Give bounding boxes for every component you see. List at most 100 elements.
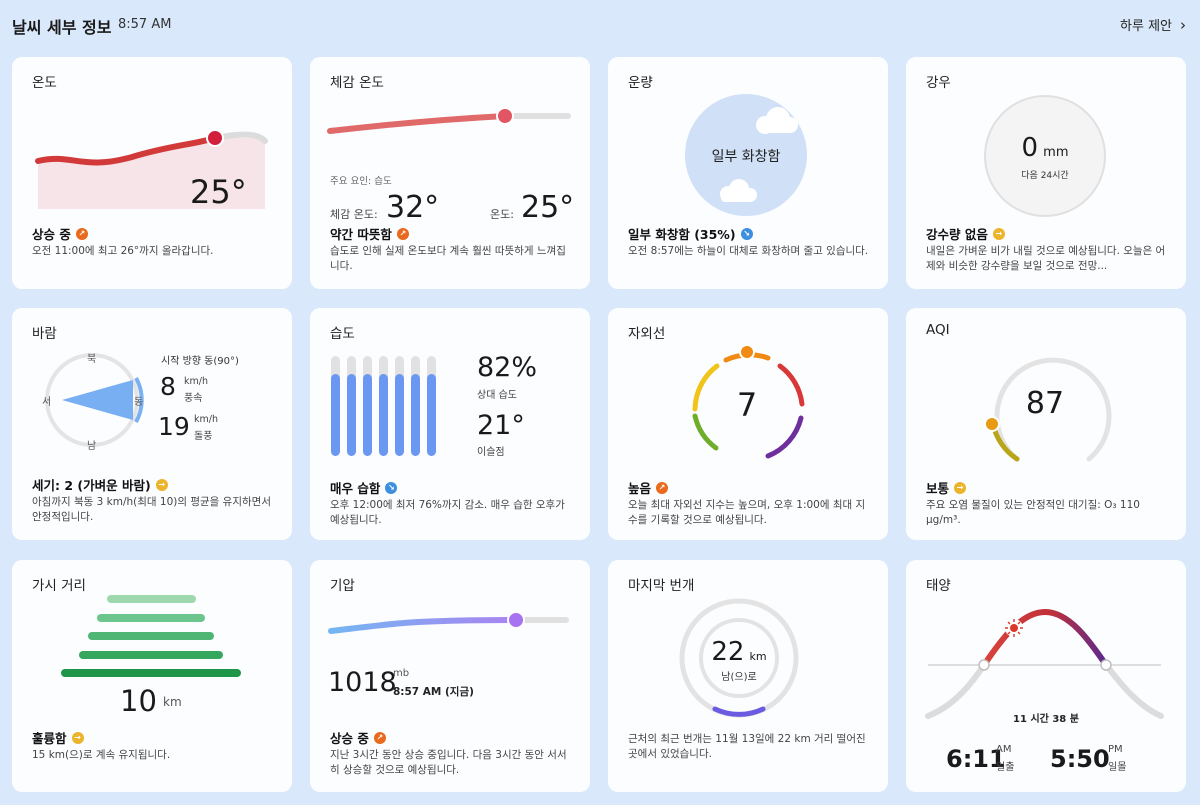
status-text: 높음 xyxy=(628,481,652,496)
feels-like-card[interactable]: 체감 온도 주요 요인: 습도 체감 온도: 32° 온도: 25° 약간 따뜻… xyxy=(310,57,590,289)
feels-like-status: 약간 따뜻함 ↗ xyxy=(330,224,409,243)
trend-steady-icon: → xyxy=(71,731,84,744)
card-title: 강우 xyxy=(926,75,951,91)
humidity-desc: 오후 12:00에 최저 76%까지 감소. 매우 습한 오후가 예상됩니다. xyxy=(330,499,565,526)
compass-west: 서 xyxy=(42,397,52,408)
uv-desc: 오늘 최대 자외선 지수는 높으며, 오후 1:00에 최대 지수를 기록할 것… xyxy=(628,499,866,526)
wind-speed: 8 xyxy=(160,372,176,401)
sunset-label: 일몰 xyxy=(1108,762,1127,773)
compass-north: 북 xyxy=(87,354,97,365)
sunset-ampm: PM xyxy=(1108,744,1123,755)
cloud-cover-visual xyxy=(685,94,807,216)
trend-up-icon: ↗ xyxy=(396,227,409,240)
temperature-desc: 오전 11:00에 최고 26°까지 올라갑니다. xyxy=(32,245,214,257)
pressure-card[interactable]: 기압 1018 mb 8:57 AM (지금) 상승 중 ↗ 지난 3시간 동안… xyxy=(310,560,590,792)
card-title: 마지막 번개 xyxy=(628,578,695,594)
humidity-bar xyxy=(379,374,388,456)
card-title: 바람 xyxy=(32,326,57,342)
cloud-cover-card[interactable]: 운량 일부 화창함 일부 화창함 (35%) ↘ 오전 8:57에는 하늘이 대… xyxy=(608,57,888,289)
aqi-desc: 주요 오염 물질이 있는 안정적인 대기질: O₃ 110 μg/m³. xyxy=(926,499,1140,526)
trend-steady-icon: → xyxy=(155,478,168,491)
card-title: 운량 xyxy=(628,75,653,91)
status-text: 세기: 2 (가벼운 바람) xyxy=(32,478,151,493)
wind-gust-label: 돌풍 xyxy=(194,431,213,442)
visibility-card[interactable]: 가시 거리 10 km 훌륭함 → 15 km(으)로 계속 유지됩니다. xyxy=(12,560,292,792)
humidity-bar xyxy=(411,374,420,456)
card-title: 태양 xyxy=(926,578,951,594)
aqi-gauge xyxy=(984,357,1112,462)
compass-south: 남 xyxy=(87,441,97,452)
card-title: 체감 온도 xyxy=(330,75,384,91)
wind-card[interactable]: 바람 북 남 서 동 시작 방향 동(90°) 8 km/h 풍속 19 km/… xyxy=(12,308,292,540)
page-time: 8:57 AM xyxy=(118,17,172,32)
precip-unit: mm xyxy=(1043,145,1069,160)
lightning-desc: 근처의 최근 번개는 11월 13일에 22 km 거리 떨어진 곳에서 있었습… xyxy=(628,733,866,760)
uv-status: 높음 ↗ xyxy=(628,478,669,497)
page-title: 날씨 세부 정보 xyxy=(12,18,112,37)
pressure-slider xyxy=(328,611,569,634)
lightning-unit: km xyxy=(749,650,767,663)
pressure-status: 상승 중 ↗ xyxy=(330,728,386,747)
temperature-card[interactable]: 온도 25° 상승 중 ↗ 오전 11:00에 최고 26°까지 올라갑니다. xyxy=(12,57,292,289)
trend-up-icon: ↗ xyxy=(373,731,386,744)
temperature-value: 25° xyxy=(190,173,247,211)
visibility-desc: 15 km(으)로 계속 유지됩니다. xyxy=(32,749,171,761)
card-title: 가시 거리 xyxy=(32,578,86,594)
visibility-bars xyxy=(61,595,241,677)
precipitation-card[interactable]: 강우 0 mm 다음 24시간 강수량 없음 → 내일은 가벼운 비가 내릴 것… xyxy=(906,57,1186,289)
precip-amount: 0 xyxy=(1021,133,1039,163)
card-title: 자외선 xyxy=(628,326,666,342)
cloud-icon xyxy=(720,179,757,202)
sunrise-time: 6:11 xyxy=(946,745,1006,773)
cloud-status: 일부 화창함 (35%) ↘ xyxy=(628,224,753,243)
lightning-card[interactable]: 마지막 번개 22 km 남(으)로 근처의 최근 번개는 11월 13일에 2… xyxy=(608,560,888,792)
cloud-icon xyxy=(756,107,798,134)
uv-card[interactable]: 자외선 7 높음 ↗ 오늘 최대 자외선 지수는 높으며, 오후 1:00에 최… xyxy=(608,308,888,540)
trend-steady-icon: → xyxy=(992,227,1005,240)
header-bar: 날씨 세부 정보 8:57 AM 하루 제안 › xyxy=(0,0,1200,50)
aqi-value: 87 xyxy=(1025,386,1065,421)
pressure-desc: 지난 3시간 동안 상승 중입니다. 다음 3시간 동안 서서히 상승할 것으로… xyxy=(330,749,567,776)
lightning-radar xyxy=(679,598,799,718)
trend-down-icon: ↘ xyxy=(385,481,398,494)
wind-status: 세기: 2 (가벼운 바람) → xyxy=(32,475,168,494)
dew-point-value: 21° xyxy=(477,410,525,441)
card-title: 습도 xyxy=(330,326,355,342)
trend-steady-icon: → xyxy=(954,481,967,494)
sunset-time: 5:50 xyxy=(1050,745,1110,773)
humidity-bar xyxy=(363,374,372,456)
precip-sub: 다음 24시간 xyxy=(1021,171,1069,181)
aqi-card[interactable]: AQI 87 보통 → 주요 오염 물질이 있는 안정적인 대기질: O₃ 11… xyxy=(906,308,1186,540)
humidity-status: 매우 습함 ↘ xyxy=(330,478,398,497)
wind-desc: 아침까지 북동 3 km/h(최대 10)의 평균을 유지하면서 안정적입니다. xyxy=(32,496,271,523)
status-text: 상승 중 xyxy=(32,227,71,242)
feels-like-value: 32° xyxy=(386,190,440,225)
actual-temp-value: 25° xyxy=(521,190,575,225)
feels-like-desc: 습도로 인해 실제 온도보다 계속 훨씬 따뜻하게 느껴집니다. xyxy=(330,245,566,272)
temperature-trend-graph xyxy=(35,129,268,209)
sun-card[interactable]: 태양 11 시간 38 분 6:11 AM 일출 5:50 xyxy=(906,560,1186,792)
status-text: 일부 화창함 (35%) xyxy=(628,227,736,242)
status-text: 강수량 없음 xyxy=(926,227,988,242)
dew-point-label: 이슬점 xyxy=(477,447,505,458)
visibility-value: 10 xyxy=(120,684,157,718)
feels-like-slider xyxy=(327,107,571,134)
daily-suggestion-link[interactable]: 하루 제안 › xyxy=(1120,15,1186,35)
relative-humidity-label: 상대 습도 xyxy=(477,390,517,401)
sunrise-label: 일출 xyxy=(996,762,1015,773)
uv-value: 7 xyxy=(736,386,758,424)
actual-temp-label: 온도: xyxy=(490,208,514,221)
humidity-card[interactable]: 습도 82% 상대 습도 21° 이슬점 매우 습함 ↘ 오후 12:00에 최… xyxy=(310,308,590,540)
sunrise-ampm: AM xyxy=(996,744,1012,755)
trend-up-icon: ↗ xyxy=(75,227,88,240)
card-title: AQI xyxy=(926,322,950,338)
precipitation-circle xyxy=(984,95,1106,217)
sun-arc xyxy=(925,608,1164,719)
lightning-direction: 남(으)로 xyxy=(721,672,757,683)
lightning-distance: 22 xyxy=(711,637,745,667)
wind-gust: 19 xyxy=(158,412,190,441)
visibility-status: 훌륭함 → xyxy=(32,728,84,747)
wind-from: 시작 방향 동(90°) xyxy=(161,356,239,367)
humidity-bars xyxy=(331,356,436,456)
status-text: 보통 xyxy=(926,481,950,496)
